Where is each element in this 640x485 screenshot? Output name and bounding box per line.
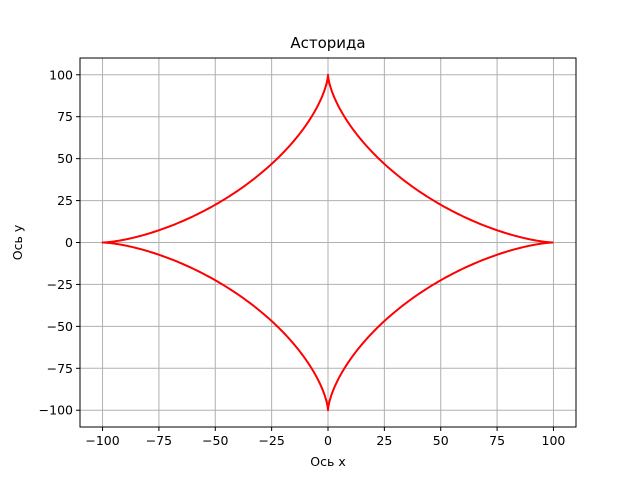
x-tick-label: −25 xyxy=(258,433,284,448)
x-tick-label: −100 xyxy=(85,433,119,448)
x-axis: −100 −75 −50 −25 0 25 50 75 100 xyxy=(85,427,565,448)
astroid-curve xyxy=(101,73,555,412)
y-axis-label: Ось y xyxy=(10,224,25,260)
y-tick-label: −50 xyxy=(47,319,73,334)
y-tick-label: 100 xyxy=(49,67,73,82)
series-layer xyxy=(101,73,555,412)
y-tick-label: −75 xyxy=(47,361,73,376)
y-tick-label: 50 xyxy=(57,151,73,166)
y-tick-label: 75 xyxy=(57,109,73,124)
grid xyxy=(80,58,576,427)
y-axis: −100 −75 −50 −25 0 25 50 75 100 xyxy=(39,67,80,418)
x-tick-label: 100 xyxy=(542,433,566,448)
y-tick-label: −100 xyxy=(39,403,73,418)
x-tick-label: −75 xyxy=(146,433,172,448)
x-tick-label: 75 xyxy=(489,433,505,448)
y-tick-label: 0 xyxy=(65,235,73,250)
y-tick-label: −25 xyxy=(47,277,73,292)
x-axis-label: Ось x xyxy=(310,454,345,469)
x-tick-label: −50 xyxy=(202,433,228,448)
chart-title: Асторида xyxy=(290,34,365,52)
x-tick-label: 25 xyxy=(376,433,392,448)
x-tick-label: 0 xyxy=(324,433,332,448)
x-tick-label: 50 xyxy=(433,433,449,448)
y-tick-label: 25 xyxy=(57,193,73,208)
